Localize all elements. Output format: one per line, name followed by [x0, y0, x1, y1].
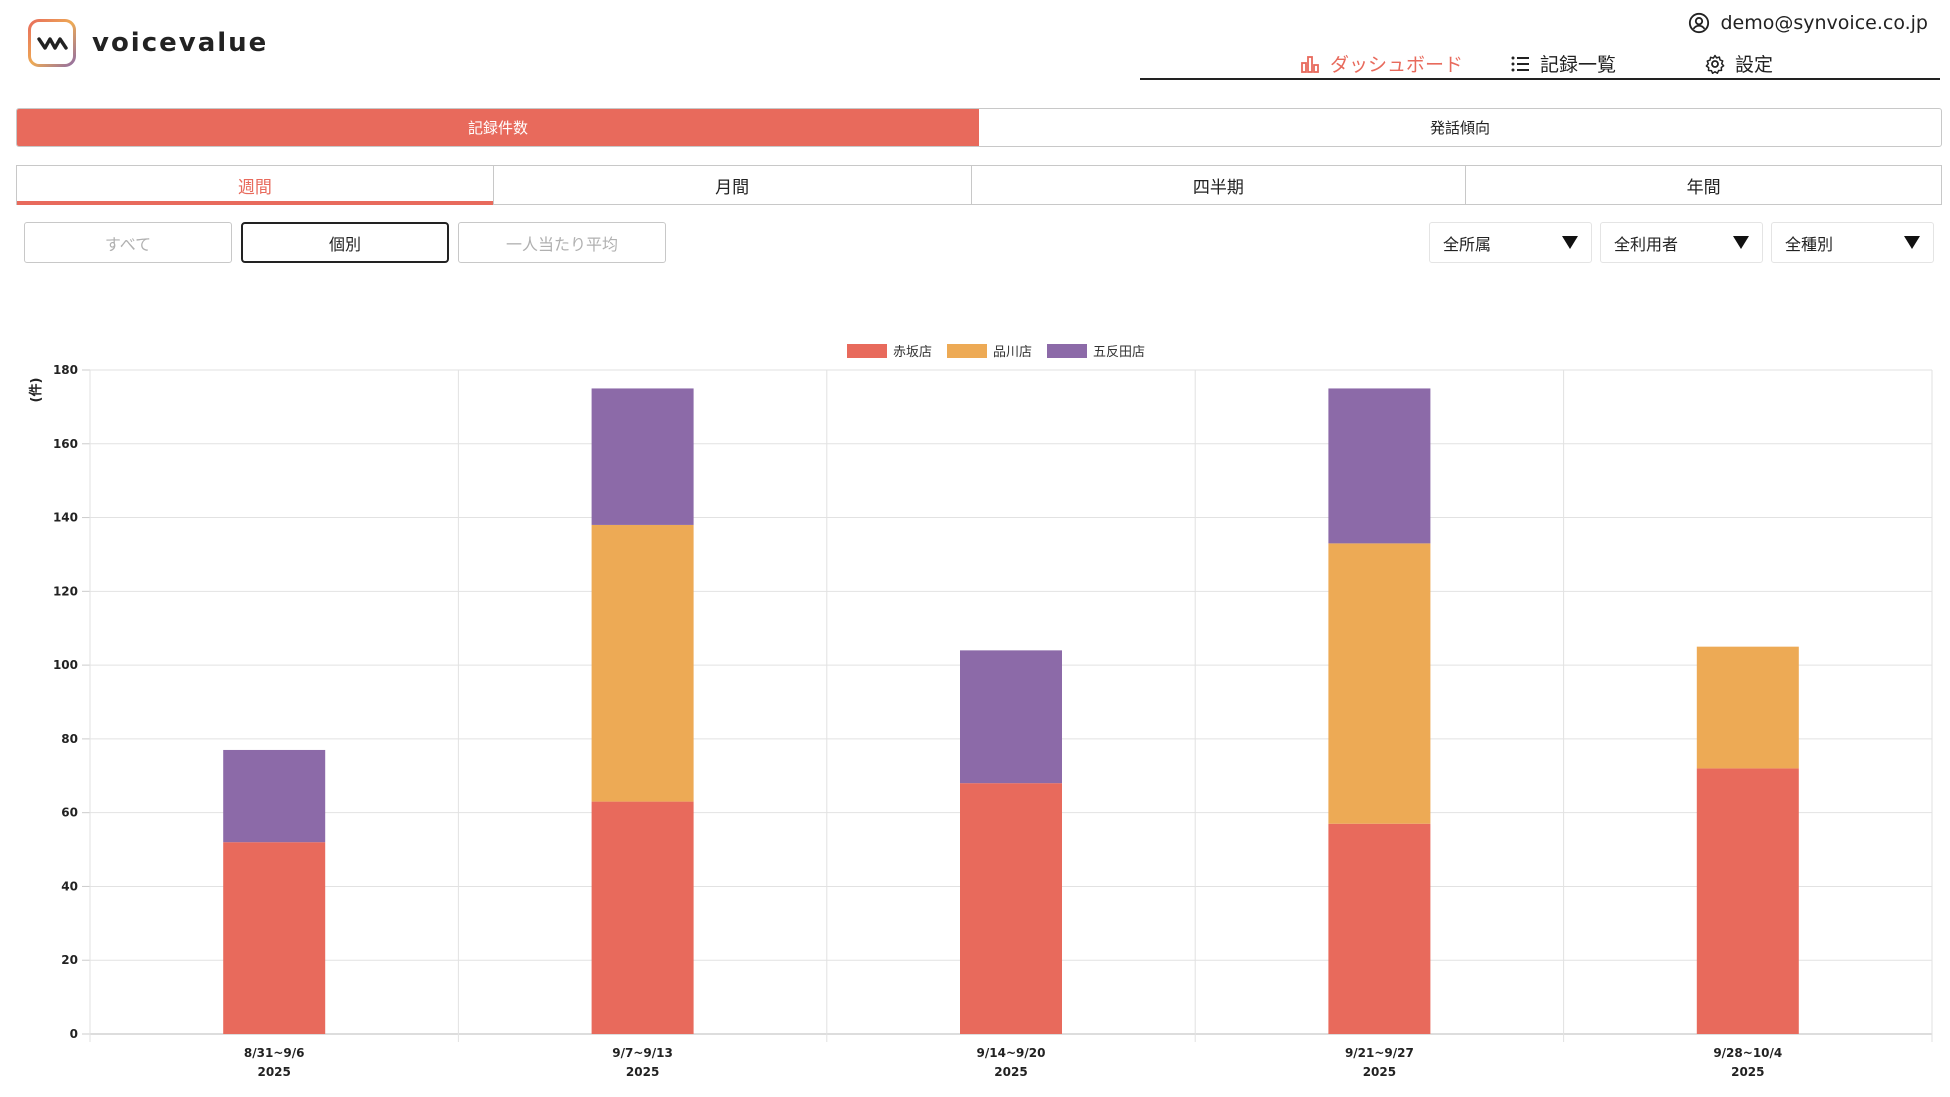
tab-weekly[interactable]: 週間 — [16, 165, 494, 205]
type-filter-value: 全種別 — [1785, 234, 1834, 254]
brand-name: voicevalue — [92, 28, 269, 58]
x-tick-label: 8/31~9/6 — [244, 1046, 305, 1060]
bar-segment-1-4 — [1328, 823, 1431, 1034]
y-tick-label: 120 — [53, 584, 78, 598]
user-account[interactable]: demo@synvoice.co.jp — [1688, 12, 1928, 34]
user-circle-icon — [1689, 12, 1710, 34]
x-tick-label: 9/7~9/13 — [612, 1046, 673, 1060]
user-email: demo@synvoice.co.jp — [1720, 12, 1928, 34]
nav-records[interactable]: 記録一覧 — [1510, 50, 1616, 77]
bar-segment-1-1 — [223, 842, 326, 1034]
x-tick-year-label: 2025 — [1731, 1065, 1764, 1079]
x-tick-year-label: 2025 — [626, 1065, 659, 1079]
tab-record-count[interactable]: 記録件数 — [17, 109, 979, 146]
y-tick-label: 180 — [53, 363, 78, 377]
y-tick-label: 140 — [53, 511, 78, 525]
legend-label-1: 赤坂店 — [893, 345, 932, 360]
legend-label-2: 品川店 — [993, 345, 1032, 360]
y-axis-label: (件) — [28, 378, 44, 403]
y-tick-label: 20 — [61, 953, 78, 967]
bar-chart-icon — [1301, 55, 1319, 73]
x-tick-year-label: 2025 — [994, 1065, 1027, 1079]
list-icon — [1511, 56, 1529, 71]
bar-segment-1-5 — [1696, 768, 1799, 1034]
mode-per-person-average-button[interactable]: 一人当たり平均 — [458, 222, 666, 263]
brand-logo[interactable]: voicevalue — [28, 19, 268, 67]
stacked-bar-chart: 0 20 40 60 80 100 120 140 160 180 (件) 8/31~9/6 2025 9… — [28, 344, 1933, 1079]
bar-segment-2-4 — [1328, 543, 1431, 824]
caret-down-icon — [1904, 236, 1920, 249]
tab-yearly[interactable]: 年間 — [1465, 165, 1942, 205]
user-filter-select[interactable]: 全利用者 — [1600, 222, 1763, 263]
gear-icon — [1705, 54, 1725, 74]
legend-swatch-1 — [847, 344, 887, 358]
mode-individual-button[interactable]: 個別 — [241, 222, 449, 263]
legend-swatch-2 — [947, 344, 987, 358]
x-tick-label: 9/21~9/27 — [1345, 1046, 1414, 1060]
legend-swatch-3 — [1047, 344, 1087, 358]
bar-segment-3-2 — [591, 388, 694, 525]
mode-all-button[interactable]: すべて — [24, 222, 232, 263]
bar-segment-3-3 — [960, 650, 1062, 784]
y-tick-label: 60 — [61, 806, 78, 820]
legend-label-3: 五反田店 — [1093, 345, 1145, 360]
nav-settings-label: 設定 — [1735, 54, 1774, 76]
caret-down-icon — [1733, 236, 1749, 249]
affiliation-filter-select[interactable]: 全所属 — [1429, 222, 1592, 263]
caret-down-icon — [1562, 236, 1578, 249]
bar-segment-3-1 — [223, 749, 326, 843]
type-filter-select[interactable]: 全種別 — [1771, 222, 1934, 263]
nav-dashboard-label: ダッシュボード — [1330, 54, 1464, 76]
tab-monthly[interactable]: 月間 — [492, 165, 972, 205]
user-filter-value: 全利用者 — [1614, 234, 1679, 254]
affiliation-filter-value: 全所属 — [1443, 234, 1492, 254]
bar-segment-1-3 — [960, 783, 1062, 1034]
bar-segment-3-4 — [1328, 388, 1431, 544]
y-tick-label: 160 — [53, 437, 78, 451]
nav-settings[interactable]: 設定 — [1705, 50, 1773, 77]
main-navigation: ダッシュボード 記録一覧 設定 — [1140, 50, 1940, 80]
x-tick-year-label: 2025 — [1363, 1065, 1396, 1079]
logo-mark-icon — [28, 19, 76, 67]
y-tick-label: 80 — [61, 732, 78, 746]
bar-segment-2-2 — [591, 524, 694, 802]
x-tick-label: 9/14~9/20 — [977, 1046, 1046, 1060]
nav-dashboard[interactable]: ダッシュボード — [1300, 50, 1463, 77]
y-tick-label: 40 — [61, 879, 78, 893]
y-tick-label: 100 — [53, 658, 78, 672]
x-tick-label: 9/28~10/4 — [1713, 1046, 1782, 1060]
x-tick-year-label: 2025 — [257, 1065, 290, 1079]
period-tabs: 週間 月間 四半期 年間 — [16, 165, 1942, 205]
nav-records-label: 記録一覧 — [1540, 54, 1617, 76]
main-tabs: 記録件数 発話傾向 — [16, 108, 1942, 147]
tab-quarterly[interactable]: 四半期 — [970, 165, 1467, 205]
bar-segment-2-5 — [1696, 646, 1799, 769]
y-tick-label: 0 — [70, 1027, 78, 1041]
bar-segment-1-2 — [591, 801, 694, 1034]
tab-speech-trend[interactable]: 発話傾向 — [1429, 119, 1490, 137]
